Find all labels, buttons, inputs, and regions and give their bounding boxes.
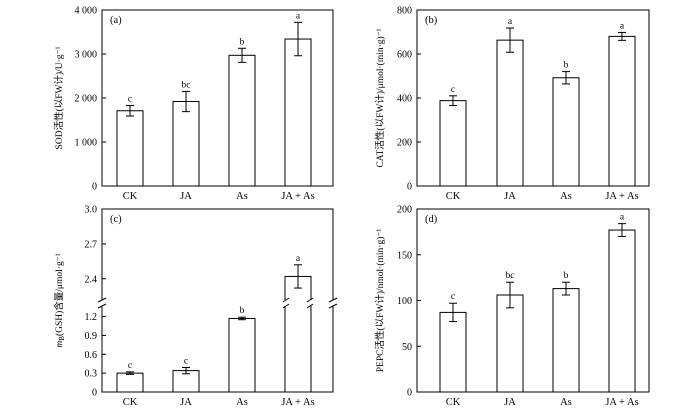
significance-label: b: [240, 37, 245, 47]
bar: [172, 101, 200, 187]
panel-label: (c): [110, 214, 122, 225]
y-tick-label: 0.6: [85, 350, 98, 361]
y-tick-label: 200: [397, 205, 412, 216]
x-category-label: JA: [504, 397, 516, 408]
y-tick-label: 2 000: [75, 94, 98, 105]
bar: [439, 100, 467, 187]
y-axis-title: PEPC活性(以FW计)/nmol·(min·g)⁻¹: [374, 229, 386, 373]
y-tick-label: 600: [397, 50, 412, 61]
y-tick-label: 3 000: [75, 50, 98, 61]
y-axis-title: SOD活性(以FW计)/U·g⁻¹: [53, 46, 65, 149]
y-tick-label: 400: [397, 94, 412, 105]
significance-label: bc: [182, 80, 191, 90]
y-tick-label: 200: [397, 138, 412, 149]
x-category-label: JA + As: [281, 397, 314, 408]
bar: [552, 288, 580, 393]
x-category-label: JA: [180, 191, 192, 202]
y-axis-title: mB(GSH)含量/μmol·g⁻¹: [53, 253, 66, 347]
y-tick-label: 4 000: [75, 6, 98, 17]
bar: [284, 38, 312, 187]
y-tick-label: 1 000: [75, 138, 98, 149]
y-tick-label: 2.7: [85, 239, 98, 250]
bar: [608, 35, 636, 187]
axis-break-mark: [97, 303, 107, 309]
axis-break-mark: [328, 303, 338, 309]
bar: [608, 229, 636, 393]
y-tick-label: 150: [397, 250, 412, 261]
y-tick-label: 2.4: [85, 274, 98, 285]
significance-label: c: [128, 94, 132, 104]
axis-break-mark: [97, 297, 107, 303]
x-category-label: As: [236, 397, 248, 408]
bar: [228, 317, 256, 393]
axis-break-mark: [328, 297, 338, 303]
bar-break-mark: [306, 303, 314, 309]
chart-panel-1: 0 1 000 2 000 3 000 4 000 c CK bc JA b As a JA + As (…: [53, 6, 334, 202]
significance-label: b: [564, 61, 569, 71]
x-category-label: JA + As: [605, 191, 638, 202]
significance-label: c: [128, 361, 132, 371]
significance-label: a: [620, 213, 625, 223]
bar: [496, 39, 524, 187]
significance-label: bc: [506, 271, 515, 281]
significance-label: c: [451, 85, 455, 95]
panel-label: (d): [425, 214, 438, 225]
y-tick-label: 800: [397, 6, 412, 17]
chart-panel-4: 0 50 100 150 200 c CK bc JA b As a JA + As (d) PEPC活性(…: [374, 205, 650, 408]
x-category-label: CK: [446, 397, 461, 408]
y-tick-label: 0: [407, 182, 412, 193]
significance-label: a: [620, 21, 625, 31]
x-category-label: As: [560, 397, 572, 408]
x-category-label: As: [560, 191, 572, 202]
chart-panel-2: 0 200 400 600 800 c CK a JA b As a JA + As (b) CAT活性(以…: [374, 6, 650, 202]
x-category-label: CK: [123, 191, 138, 202]
bar-break-mark: [282, 303, 290, 309]
significance-label: c: [184, 356, 188, 366]
x-category-label: CK: [446, 191, 461, 202]
y-tick-label: 0: [407, 388, 412, 399]
bar-break-mark: [306, 297, 314, 303]
bar: [116, 110, 144, 187]
y-tick-label: 3.0: [85, 205, 98, 216]
y-tick-label: 0.3: [85, 369, 98, 380]
x-category-label: CK: [123, 397, 138, 408]
y-tick-label: 0: [92, 182, 97, 193]
chart-panel-3: 0 0.3 0.6 0.9 1.2 2.4 2.7 3.0 c CK c JA b As a JA + As (…: [53, 205, 338, 408]
y-axis-title: CAT活性(以FW计)/μmol·(min·g)⁻¹: [374, 28, 386, 167]
y-tick-label: 0: [92, 388, 97, 399]
bar: [116, 372, 144, 393]
x-category-label: JA: [180, 397, 192, 408]
panel-label: (b): [425, 15, 438, 26]
bar: [496, 294, 524, 393]
x-category-label: As: [236, 191, 248, 202]
y-tick-label: 50: [402, 342, 412, 353]
significance-label: b: [240, 306, 245, 316]
significance-label: a: [508, 17, 513, 27]
bar-break-mark: [282, 297, 290, 303]
bar: [228, 54, 256, 187]
panel-label: (a): [110, 15, 122, 26]
bar-break-gap: [284, 300, 312, 306]
y-tick-label: 0.9: [85, 331, 98, 342]
significance-label: b: [564, 271, 569, 281]
significance-label: c: [451, 292, 455, 302]
bar: [284, 275, 312, 393]
axis-break-gap: [329, 300, 337, 306]
y-tick-label: 1.2: [85, 312, 98, 323]
bar: [552, 77, 580, 187]
y-tick-label: 100: [397, 296, 412, 307]
axis-break-gap: [98, 300, 106, 306]
x-category-label: JA + As: [281, 191, 314, 202]
bar: [439, 311, 467, 393]
significance-label: a: [296, 11, 301, 21]
x-category-label: JA + As: [605, 397, 638, 408]
significance-label: a: [296, 254, 301, 264]
x-category-label: JA: [504, 191, 516, 202]
